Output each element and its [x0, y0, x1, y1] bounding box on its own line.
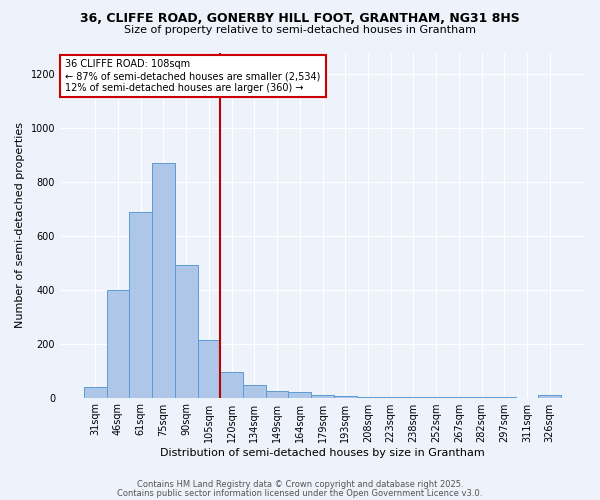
Text: Contains public sector information licensed under the Open Government Licence v3: Contains public sector information licen… — [118, 488, 482, 498]
Text: 36, CLIFFE ROAD, GONERBY HILL FOOT, GRANTHAM, NG31 8HS: 36, CLIFFE ROAD, GONERBY HILL FOOT, GRAN… — [80, 12, 520, 26]
Text: Contains HM Land Registry data © Crown copyright and database right 2025.: Contains HM Land Registry data © Crown c… — [137, 480, 463, 489]
Bar — [220, 372, 243, 398]
Bar — [266, 391, 289, 398]
Bar — [107, 290, 130, 398]
Bar — [289, 392, 311, 398]
X-axis label: Distribution of semi-detached houses by size in Grantham: Distribution of semi-detached houses by … — [160, 448, 485, 458]
Bar — [130, 212, 152, 398]
Text: Size of property relative to semi-detached houses in Grantham: Size of property relative to semi-detach… — [124, 25, 476, 35]
Bar — [334, 396, 356, 398]
Bar — [152, 163, 175, 398]
Bar — [243, 386, 266, 398]
Y-axis label: Number of semi-detached properties: Number of semi-detached properties — [15, 122, 25, 328]
Bar — [402, 397, 425, 398]
Bar — [356, 397, 379, 398]
Text: 36 CLIFFE ROAD: 108sqm
← 87% of semi-detached houses are smaller (2,534)
12% of : 36 CLIFFE ROAD: 108sqm ← 87% of semi-det… — [65, 60, 320, 92]
Bar — [175, 266, 197, 398]
Bar — [197, 340, 220, 398]
Bar — [538, 395, 561, 398]
Bar — [379, 397, 402, 398]
Bar — [311, 396, 334, 398]
Bar — [84, 387, 107, 398]
